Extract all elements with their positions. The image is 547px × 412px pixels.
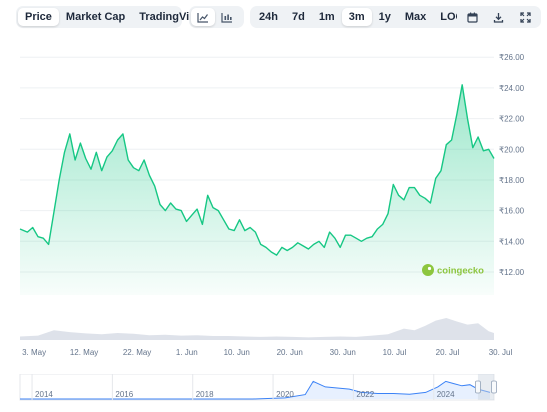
- y-tick-label: ₹22.00: [499, 115, 525, 124]
- range-7d[interactable]: 7d: [291, 11, 305, 23]
- navigator-handle[interactable]: [475, 380, 481, 394]
- y-tick-label: ₹20.00: [499, 145, 525, 154]
- navigator-handle[interactable]: [491, 380, 497, 394]
- chart-toolbar: Price Market Cap TradingView 24h 7d 1m 3…: [16, 6, 541, 28]
- navigator-year-label: 2014: [35, 390, 53, 399]
- tab-tradingview[interactable]: TradingView: [139, 11, 204, 23]
- tab-price[interactable]: Price: [18, 8, 59, 26]
- y-tick-label: ₹24.00: [499, 84, 525, 93]
- range-3m[interactable]: 3m: [341, 8, 372, 26]
- x-tick-label: 10. Jul: [383, 348, 407, 357]
- x-tick-label: 10. Jun: [224, 348, 250, 357]
- download-icon[interactable]: [487, 8, 511, 26]
- range-1m[interactable]: 1m: [318, 11, 335, 23]
- y-tick-label: ₹26.00: [499, 53, 525, 62]
- navigator-window[interactable]: [477, 374, 494, 400]
- y-tick-label: ₹12.00: [499, 268, 525, 277]
- x-tick-label: 12. May: [70, 348, 98, 357]
- price-line: [19, 84, 495, 256]
- navigator-year-label: 2020: [276, 390, 294, 399]
- navigator-frame: [19, 374, 495, 401]
- tab-market-cap[interactable]: Market Cap: [65, 11, 126, 23]
- navigator-area: [20, 381, 490, 399]
- navigator-year-label: 2018: [196, 390, 214, 399]
- x-tick-label: 30. Jun: [330, 348, 356, 357]
- coingecko-logo-eye: [427, 266, 432, 271]
- x-tick-label: 30. Jul: [489, 348, 513, 357]
- x-tick-label: 20. Jul: [436, 348, 460, 357]
- x-tick-label: 22. May: [123, 348, 151, 357]
- coingecko-watermark: coingecko: [437, 266, 484, 277]
- price-area: [20, 84, 494, 295]
- line-chart-icon[interactable]: [191, 8, 215, 26]
- navigator-chart[interactable]: 2014 2016 2018 2020 2022 2024: [0, 374, 547, 406]
- range-tabs: 24h 7d 1m 3m 1y Max LOG: [250, 6, 470, 28]
- x-tick-label: 20. Jun: [277, 348, 303, 357]
- range-max[interactable]: Max: [404, 11, 427, 23]
- chart-actions: [457, 6, 541, 28]
- navigator-year-label: 2022: [356, 390, 374, 399]
- coingecko-logo-icon: [422, 264, 434, 276]
- expand-icon[interactable]: [514, 8, 538, 26]
- navigator-year-label: 2016: [115, 390, 133, 399]
- chart-type-toggle: [189, 6, 244, 28]
- y-tick-label: ₹16.00: [499, 207, 525, 216]
- y-tick-label: ₹14.00: [499, 237, 525, 246]
- metric-tabs: Price Market Cap TradingView: [16, 6, 204, 28]
- range-1y[interactable]: 1y: [378, 11, 391, 23]
- x-tick-label: 1. Jun: [176, 348, 198, 357]
- navigator-line: [20, 380, 491, 400]
- price-chart: ₹26.00 ₹24.00 ₹22.00 ₹20.00 ₹18.00 ₹16.00 ₹14.…: [19, 53, 525, 357]
- y-tick-label: ₹18.00: [499, 176, 525, 185]
- calendar-icon[interactable]: [460, 8, 484, 26]
- candlestick-chart-icon[interactable]: [215, 8, 239, 26]
- volume-area: [20, 318, 494, 340]
- coingecko-logo: coingecko: [422, 264, 484, 277]
- x-tick-label: 3. May: [22, 348, 46, 357]
- range-24h[interactable]: 24h: [259, 11, 278, 23]
- navigator-year-label: 2024: [437, 390, 455, 399]
